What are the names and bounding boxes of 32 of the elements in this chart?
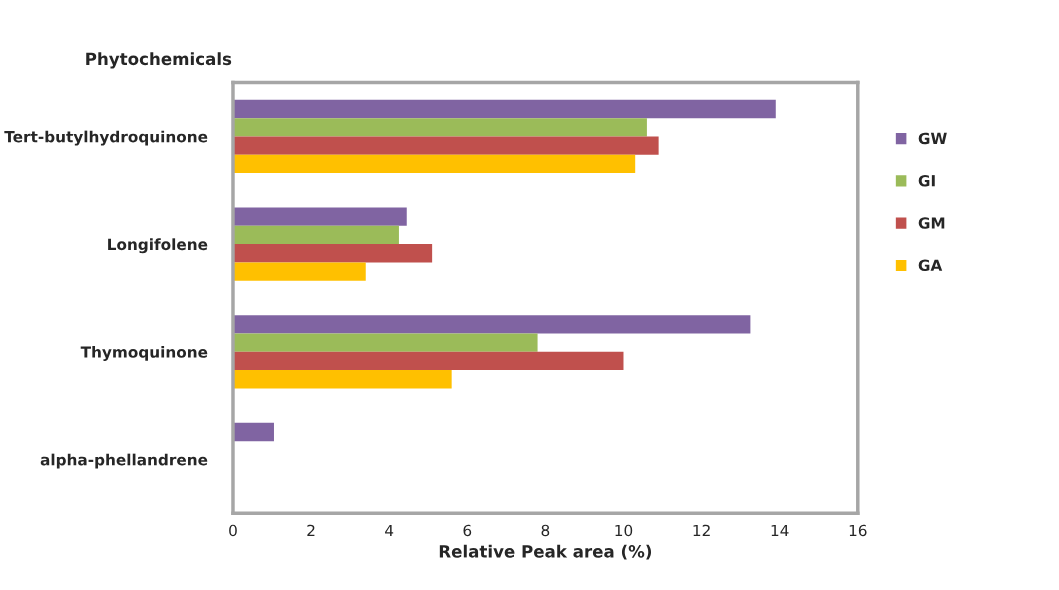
bar — [232, 118, 647, 137]
bar — [232, 136, 659, 155]
bar — [232, 244, 433, 263]
x-tick-label: 4 — [385, 524, 394, 537]
x-tick-label: 10 — [615, 524, 633, 537]
bar — [232, 370, 452, 389]
y-tick-label: alpha-phellandrene — [40, 453, 208, 469]
legend-label: GI — [918, 174, 935, 187]
x-tick-label: 16 — [849, 524, 867, 537]
bar — [232, 99, 776, 119]
bar — [232, 422, 274, 442]
y-tick-label: Thymoquinone — [80, 345, 208, 361]
x-tick-label: 2 — [307, 524, 315, 537]
legend-label: GM — [918, 217, 945, 229]
x-tick-label: 12 — [693, 524, 710, 537]
bar — [232, 154, 636, 174]
legend-label: GA — [918, 259, 943, 272]
y-tick-label: Tert-butylhydroquinone — [4, 130, 208, 146]
x-tick-label: 6 — [463, 524, 472, 537]
x-tick-label: 8 — [541, 524, 550, 537]
bar — [232, 225, 399, 245]
bar — [232, 333, 538, 352]
y-tick-label: Longifolene — [108, 238, 208, 254]
x-axis-title: Relative Peak area (%) — [439, 544, 652, 560]
legend-label: GW — [918, 132, 947, 145]
bar — [232, 207, 407, 226]
y-axis-title: Phytochemicals — [86, 52, 232, 69]
bar — [232, 315, 751, 334]
bar — [232, 351, 624, 371]
x-tick-label: 0 — [229, 524, 237, 537]
x-tick-label: 14 — [771, 524, 789, 537]
bar — [232, 262, 366, 281]
